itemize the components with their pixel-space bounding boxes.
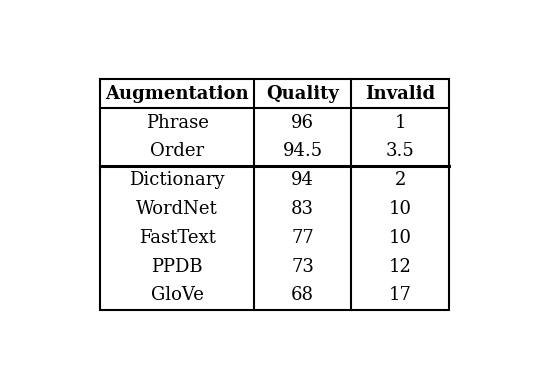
Text: Quality: Quality <box>266 85 339 103</box>
Text: Dictionary: Dictionary <box>129 171 225 189</box>
Text: Augmentation: Augmentation <box>105 85 249 103</box>
Text: Phrase: Phrase <box>146 114 209 132</box>
Text: Order: Order <box>150 142 204 160</box>
Text: 77: 77 <box>291 229 314 247</box>
Text: 3.5: 3.5 <box>386 142 415 160</box>
Text: 10: 10 <box>389 200 412 218</box>
Text: 17: 17 <box>389 286 412 304</box>
Text: 68: 68 <box>291 286 314 304</box>
Text: 73: 73 <box>291 258 314 276</box>
Text: WordNet: WordNet <box>136 200 218 218</box>
Text: 10: 10 <box>389 229 412 247</box>
Text: 1: 1 <box>394 114 406 132</box>
Text: FastText: FastText <box>139 229 215 247</box>
Text: 2: 2 <box>394 171 406 189</box>
Text: 96: 96 <box>291 114 314 132</box>
Text: PPDB: PPDB <box>151 258 203 276</box>
Text: 83: 83 <box>291 200 314 218</box>
Text: Invalid: Invalid <box>365 85 435 103</box>
Text: 94: 94 <box>291 171 314 189</box>
Text: 94.5: 94.5 <box>282 142 323 160</box>
Text: GloVe: GloVe <box>151 286 204 304</box>
Text: 12: 12 <box>389 258 412 276</box>
